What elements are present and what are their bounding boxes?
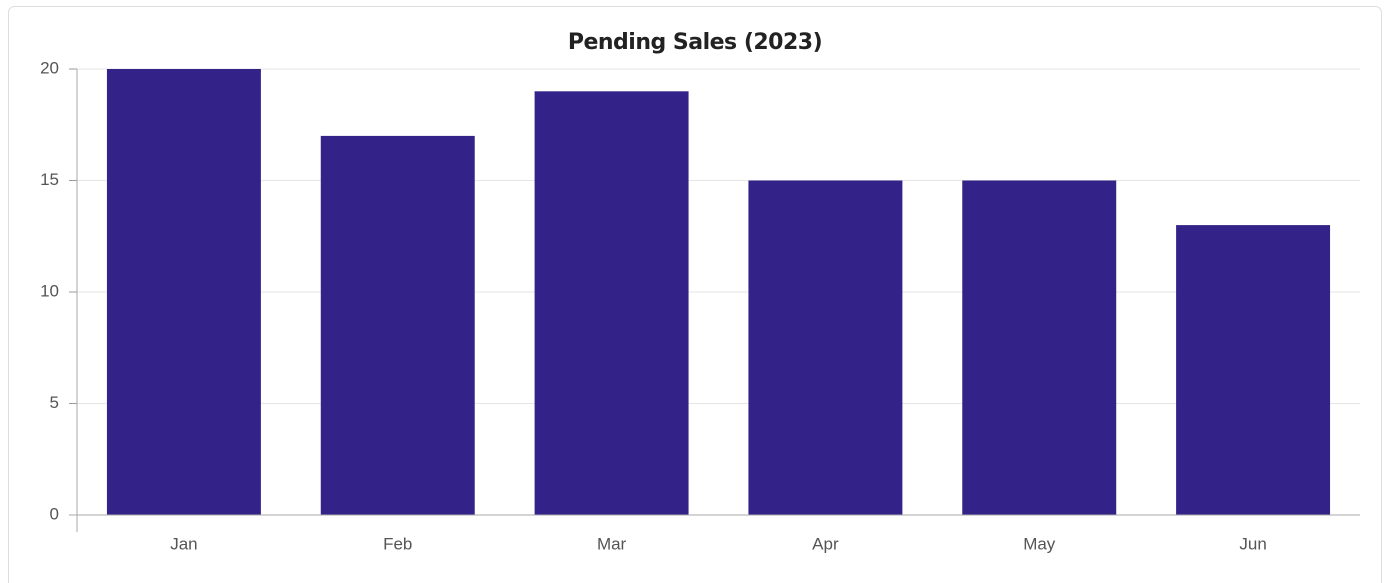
x-tick-label: Jun [1239, 534, 1266, 553]
bar [1176, 225, 1331, 515]
chart-title: Pending Sales (2023) [568, 30, 822, 55]
x-tick-label: May [1023, 534, 1056, 553]
x-tick-label: Feb [383, 534, 412, 553]
bar [962, 180, 1117, 515]
y-tick-label: 5 [50, 393, 59, 412]
x-tick-label: Mar [597, 534, 627, 553]
x-tick-label: Jan [170, 534, 197, 553]
bar [748, 180, 903, 515]
bar [106, 69, 261, 515]
y-tick-label: 20 [40, 58, 59, 77]
y-tick-label: 15 [40, 170, 59, 189]
x-tick-label: Apr [812, 534, 839, 553]
y-tick-label: 0 [50, 504, 59, 523]
y-tick-label: 10 [40, 281, 59, 300]
bar [534, 91, 689, 516]
bar [320, 135, 475, 515]
